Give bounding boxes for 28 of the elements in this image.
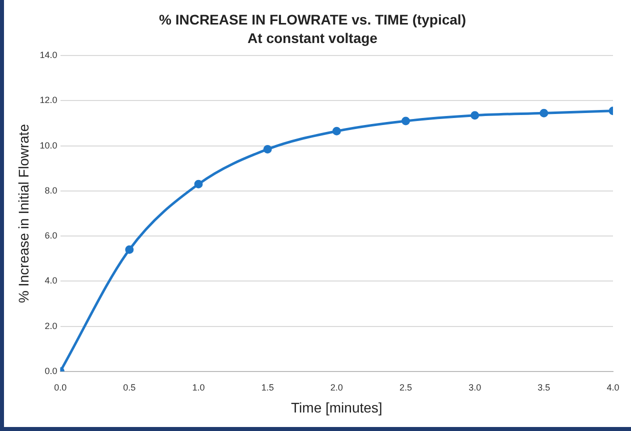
point bbox=[540, 108, 548, 118]
x-axis-title: Time [minutes] bbox=[291, 399, 382, 416]
chart-title: % INCREASE IN FLOWRATE vs. TIME (typical) bbox=[159, 11, 466, 28]
x-tick-label: 3.5 bbox=[538, 382, 550, 392]
x-tick-label: 1.5 bbox=[261, 382, 274, 392]
point bbox=[401, 116, 410, 126]
x-tick-label: 0.5 bbox=[123, 382, 136, 392]
y-tick-label: 12.0 bbox=[40, 95, 58, 106]
x-tick-label: 2.0 bbox=[330, 382, 343, 392]
y-tick-label: 0.0 bbox=[44, 366, 58, 376]
x-tick-label: 1.0 bbox=[192, 382, 205, 392]
y-tick-label: 4.0 bbox=[44, 276, 58, 286]
x-tick-label: 2.5 bbox=[399, 382, 412, 392]
point bbox=[470, 111, 480, 120]
x-tick-label: 4.0 bbox=[606, 382, 620, 392]
y-tick-label: 2.0 bbox=[44, 320, 58, 331]
point bbox=[332, 126, 341, 136]
y-tick-label: 8.0 bbox=[44, 185, 58, 196]
point bbox=[125, 245, 134, 254]
y-axis-title: % Increase in Initial Flowrate bbox=[15, 124, 32, 303]
x-tick-label: 0.0 bbox=[54, 382, 67, 392]
chart-subtitle: At constant voltage bbox=[248, 30, 378, 46]
y-tick-label: 6.0 bbox=[44, 230, 58, 241]
x-tick-label: 3.0 bbox=[468, 382, 482, 392]
point bbox=[194, 180, 203, 188]
point bbox=[263, 144, 272, 154]
y-tick-label: 10.0 bbox=[40, 140, 58, 150]
y-tick-label: 14.0 bbox=[40, 50, 58, 60]
